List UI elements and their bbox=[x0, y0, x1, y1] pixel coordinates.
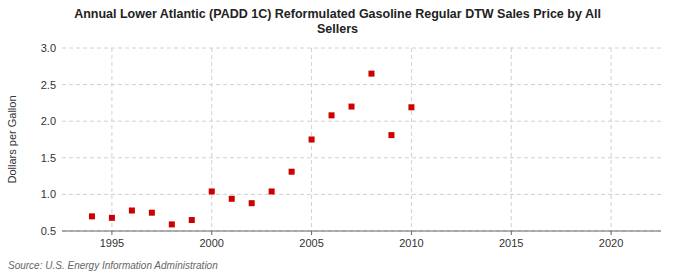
point bbox=[149, 210, 155, 216]
source: Source: U.S. Energy Information Administ… bbox=[8, 260, 218, 271]
y-tick-label: 3.0 bbox=[41, 42, 56, 54]
x-tick bbox=[211, 231, 212, 235]
point bbox=[129, 208, 135, 214]
chart: 1995 2000 2005 2010 2015 2020 0.5 1.0 1.5 2.0 2.5 3… bbox=[0, 0, 675, 275]
x-tick bbox=[411, 231, 412, 235]
x-tick bbox=[611, 231, 612, 235]
grid bbox=[62, 48, 661, 231]
y-axis-label: Dollars per Gallon bbox=[6, 95, 18, 183]
point bbox=[209, 188, 215, 194]
x-tick bbox=[111, 231, 112, 235]
point bbox=[229, 196, 235, 202]
point bbox=[309, 137, 315, 143]
point bbox=[289, 169, 295, 175]
y-grid-line bbox=[62, 231, 661, 232]
title-line: Annual Lower Atlantic (PADD 1C) Reformul… bbox=[74, 7, 601, 21]
point bbox=[89, 213, 95, 219]
x-grid-line bbox=[111, 48, 112, 231]
y-tick-label: 1.5 bbox=[41, 152, 56, 164]
point bbox=[269, 188, 275, 194]
point bbox=[329, 112, 335, 118]
point bbox=[368, 71, 374, 77]
x-tick-label: 2020 bbox=[599, 237, 623, 249]
points bbox=[89, 71, 414, 228]
x-tick-label: 2015 bbox=[499, 237, 523, 249]
y-grid-line bbox=[62, 194, 661, 195]
point bbox=[388, 132, 394, 138]
point bbox=[349, 104, 355, 110]
y-tick-label: 0.5 bbox=[41, 225, 56, 237]
y-grid-line bbox=[62, 84, 661, 85]
x-tick-label: 1995 bbox=[100, 237, 124, 249]
title: Annual Lower Atlantic (PADD 1C) Reformul… bbox=[74, 7, 601, 36]
x-grid-line bbox=[511, 48, 512, 231]
y-tick-label: 2.5 bbox=[41, 79, 56, 91]
point bbox=[169, 221, 175, 227]
x-grid-line bbox=[211, 48, 212, 231]
title-line: Sellers bbox=[317, 22, 358, 36]
x-tick-label: 2010 bbox=[399, 237, 423, 249]
x-axis-line bbox=[62, 231, 661, 232]
x-grid-line bbox=[611, 48, 612, 231]
y-axis: 0.5 1.0 1.5 2.0 2.5 3.0 bbox=[41, 42, 56, 237]
x-tick-label: 2005 bbox=[299, 237, 323, 249]
y-tick-label: 2.0 bbox=[41, 115, 56, 127]
point bbox=[249, 200, 255, 206]
y-grid-line bbox=[62, 48, 661, 49]
x-axis: 1995 2000 2005 2010 2015 2020 bbox=[100, 231, 624, 249]
x-grid-line bbox=[411, 48, 412, 231]
y-grid-line bbox=[62, 157, 661, 158]
point bbox=[109, 215, 115, 221]
point bbox=[408, 104, 414, 110]
point bbox=[189, 217, 195, 223]
x-tick bbox=[311, 231, 312, 235]
y-grid-line bbox=[62, 121, 661, 122]
x-tick-label: 2000 bbox=[200, 237, 224, 249]
y-tick-label: 1.0 bbox=[41, 188, 56, 200]
x-tick bbox=[511, 231, 512, 235]
